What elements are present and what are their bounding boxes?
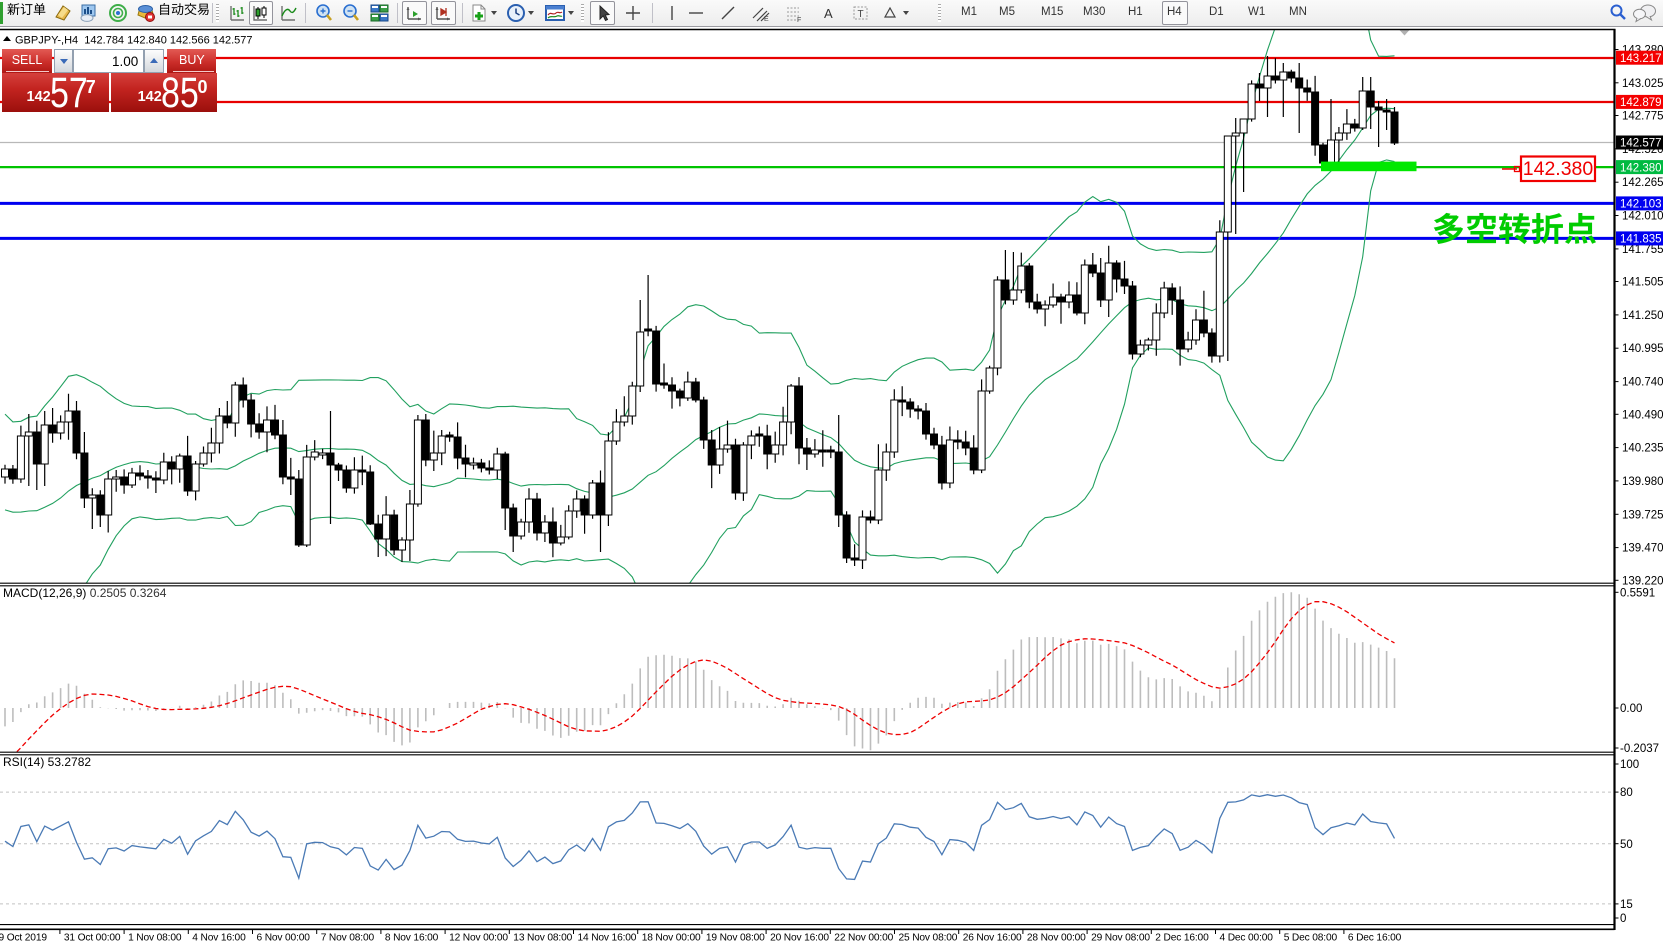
svg-text:0.5591: 0.5591 [1620, 587, 1655, 599]
svg-text:T: T [858, 9, 864, 20]
svg-text:142.010: 142.010 [1622, 211, 1663, 223]
svg-text:100: 100 [1620, 759, 1639, 771]
svg-text:141.755: 141.755 [1622, 244, 1663, 256]
svg-text:2 Dec 16:00: 2 Dec 16:00 [1155, 933, 1209, 944]
svg-text:141.835: 141.835 [1620, 234, 1662, 246]
svg-text:140.995: 140.995 [1622, 343, 1663, 355]
svg-text:E: E [764, 16, 769, 23]
svg-text:5 Dec 08:00: 5 Dec 08:00 [1284, 933, 1338, 944]
svg-text:29 Oct 2019: 29 Oct 2019 [0, 933, 47, 944]
svg-text:14 Nov 16:00: 14 Nov 16:00 [578, 933, 637, 944]
svg-text:139.980: 139.980 [1622, 476, 1663, 488]
svg-text:0.00: 0.00 [1620, 703, 1642, 715]
svg-text:140.740: 140.740 [1622, 377, 1663, 389]
svg-text:GBPJPY-,H4 142.784 142.840 14: GBPJPY-,H4 142.784 142.840 142.566 142.5… [15, 35, 253, 47]
svg-text:MACD(12,26,9) 0.2505 0.3264: MACD(12,26,9) 0.2505 0.3264 [3, 586, 167, 600]
svg-text:142.380: 142.380 [1523, 158, 1594, 180]
svg-text:0: 0 [1620, 913, 1626, 925]
svg-text:142.577: 142.577 [1620, 138, 1662, 150]
svg-text:142.103: 142.103 [1620, 199, 1662, 211]
svg-text:143.217: 143.217 [1620, 53, 1662, 65]
svg-text:142.380: 142.380 [1620, 162, 1662, 174]
svg-text:31 Oct 00:00: 31 Oct 00:00 [64, 933, 121, 944]
svg-text:8 Nov 16:00: 8 Nov 16:00 [385, 933, 439, 944]
svg-text:29 Nov 08:00: 29 Nov 08:00 [1091, 933, 1150, 944]
svg-text:1 Nov 08:00: 1 Nov 08:00 [128, 933, 182, 944]
svg-text:139.725: 139.725 [1622, 509, 1663, 521]
svg-text:22 Nov 00:00: 22 Nov 00:00 [834, 933, 893, 944]
svg-text:26 Nov 16:00: 26 Nov 16:00 [963, 933, 1022, 944]
svg-text:142.265: 142.265 [1622, 177, 1663, 189]
svg-text:4 Nov 16:00: 4 Nov 16:00 [192, 933, 246, 944]
svg-text:140.235: 140.235 [1622, 443, 1663, 455]
svg-text:139.470: 139.470 [1622, 543, 1663, 555]
svg-text:25 Nov 08:00: 25 Nov 08:00 [899, 933, 958, 944]
svg-text:142.879: 142.879 [1620, 97, 1662, 109]
svg-text:20 Nov 16:00: 20 Nov 16:00 [770, 933, 829, 944]
svg-text:13 Nov 08:00: 13 Nov 08:00 [513, 933, 572, 944]
svg-text:80: 80 [1620, 787, 1633, 799]
svg-text:142.775: 142.775 [1622, 111, 1663, 123]
svg-text:140.490: 140.490 [1622, 409, 1663, 421]
svg-text:F: F [797, 17, 801, 23]
svg-text:141.250: 141.250 [1622, 310, 1663, 322]
svg-text:28 Nov 00:00: 28 Nov 00:00 [1027, 933, 1086, 944]
svg-text:141.505: 141.505 [1622, 277, 1663, 289]
svg-text:18 Nov 00:00: 18 Nov 00:00 [642, 933, 701, 944]
svg-text:6 Dec 16:00: 6 Dec 16:00 [1348, 933, 1402, 944]
svg-text:143.025: 143.025 [1622, 78, 1663, 90]
svg-text:6 Nov 00:00: 6 Nov 00:00 [257, 933, 311, 944]
svg-text:50: 50 [1620, 839, 1633, 851]
svg-text:15: 15 [1620, 899, 1633, 911]
svg-text:RSI(14) 53.2782: RSI(14) 53.2782 [3, 755, 91, 769]
svg-text:7 Nov 08:00: 7 Nov 08:00 [321, 933, 375, 944]
svg-text:4 Dec 00:00: 4 Dec 00:00 [1220, 933, 1274, 944]
svg-text:-0.2037: -0.2037 [1620, 743, 1659, 755]
svg-text:19 Nov 08:00: 19 Nov 08:00 [706, 933, 765, 944]
svg-text:139.220: 139.220 [1622, 575, 1663, 587]
svg-text:12 Nov 00:00: 12 Nov 00:00 [449, 933, 508, 944]
